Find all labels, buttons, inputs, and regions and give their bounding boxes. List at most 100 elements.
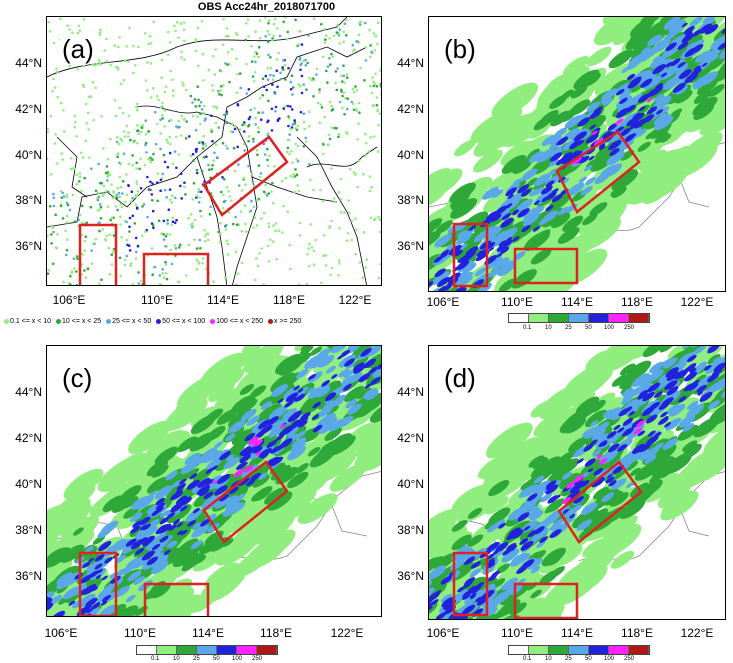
- obs-station-dot: [210, 114, 213, 118]
- precip-cell: [652, 55, 661, 63]
- precip-cell: [573, 190, 616, 223]
- obs-station-dot: [291, 161, 294, 164]
- obs-station-dot: [190, 223, 193, 226]
- precip-cell: [429, 580, 433, 590]
- precip-cell: [589, 439, 598, 446]
- obs-station-dot: [250, 60, 254, 63]
- obs-station-dot: [76, 68, 80, 71]
- precip-cell: [576, 142, 589, 152]
- precip-cell: [470, 561, 481, 569]
- obs-station-dot: [321, 55, 325, 59]
- obs-station-dot: [114, 205, 118, 208]
- precip-cell: [572, 507, 599, 529]
- precip-cell: [639, 70, 658, 85]
- obs-station-dot: [208, 168, 211, 171]
- obs-station-dot: [149, 188, 152, 192]
- obs-station-dot: [122, 130, 126, 133]
- obs-station-dot: [355, 89, 359, 92]
- precip-cell: [547, 530, 573, 550]
- obs-station-dot: [239, 86, 242, 90]
- obs-station-dot: [237, 184, 241, 187]
- precip-cell: [292, 419, 301, 426]
- precip-cell: [586, 101, 601, 112]
- obs-station-dot: [284, 78, 287, 81]
- obs-station-dot: [117, 142, 121, 146]
- precip-cell: [371, 357, 381, 370]
- obs-station-dot: [162, 233, 165, 236]
- obs-station-dot: [262, 142, 265, 145]
- precip-cell: [545, 484, 559, 495]
- precip-cell: [295, 369, 309, 379]
- obs-station-dot: [307, 125, 311, 128]
- precip-cell: [577, 117, 590, 127]
- precip-cell: [486, 553, 495, 560]
- obs-station-dot: [89, 205, 93, 209]
- precip-cell: [429, 254, 442, 269]
- obs-station-dot: [191, 198, 195, 201]
- precip-cell: [275, 466, 299, 485]
- obs-station-dot: [75, 270, 78, 273]
- precip-cell: [665, 417, 682, 431]
- precip-cell: [51, 610, 65, 616]
- obs-station-dot: [302, 112, 306, 115]
- precip-cell: [566, 481, 575, 489]
- obs-station-dot: [380, 92, 381, 96]
- precip-cell: [541, 185, 553, 195]
- precip-cell: [612, 170, 659, 207]
- obs-station-dot: [164, 263, 168, 266]
- panel-label-a: (a): [60, 34, 96, 64]
- obs-station-dot: [341, 80, 344, 83]
- precip-cell: [189, 473, 198, 480]
- obs-station-dot: [135, 167, 138, 170]
- precip-cell: [96, 568, 104, 574]
- precip-cell: [47, 602, 54, 613]
- obs-station-dot: [266, 147, 269, 151]
- obs-station-dot: [143, 230, 147, 233]
- obs-station-dot: [381, 105, 382, 108]
- obs-station-dot: [287, 66, 290, 70]
- precip-cell: [513, 251, 526, 261]
- precip-cell: [225, 495, 238, 505]
- obs-station-dot: [259, 172, 263, 175]
- precip-cell: [612, 465, 625, 474]
- precip-cell: [252, 486, 273, 502]
- obs-station-dot: [356, 138, 359, 141]
- obs-station-dot: [323, 41, 327, 44]
- obs-station-dot: [65, 214, 69, 218]
- obs-station-dot: [113, 44, 117, 47]
- precip-cell: [601, 492, 615, 503]
- obs-station-dot: [294, 18, 297, 22]
- obs-station-dot: [240, 284, 244, 285]
- obs-station-dot: [94, 237, 98, 241]
- obs-station-dot: [275, 69, 279, 72]
- precip-cell: [568, 436, 588, 453]
- precip-cell: [187, 519, 196, 527]
- obs-station-dot: [375, 84, 379, 88]
- precip-cell: [661, 397, 674, 407]
- precip-cell: [611, 186, 627, 199]
- obs-station-dot: [181, 81, 184, 84]
- precip-cell: [637, 141, 651, 152]
- colorbar: [136, 645, 278, 655]
- highlight-box-south: [513, 247, 579, 285]
- obs-station-dot: [82, 18, 86, 21]
- obs-station-dot: [204, 234, 207, 238]
- obs-station-dot: [130, 190, 134, 193]
- obs-station-dot: [81, 204, 84, 208]
- obs-station-dot: [233, 169, 237, 173]
- precip-cell: [282, 408, 297, 420]
- obs-station-dot: [364, 45, 367, 49]
- obs-station-dot: [159, 189, 162, 192]
- obs-station-dot: [161, 267, 164, 271]
- obs-station-dot: [149, 42, 153, 45]
- obs-station-dot: [83, 269, 86, 272]
- obs-station-dot: [171, 220, 175, 223]
- precip-cell: [687, 401, 699, 410]
- precip-cell: [588, 155, 595, 161]
- obs-station-dot: [150, 193, 154, 196]
- obs-station-dot: [99, 217, 103, 220]
- obs-station-dot: [54, 133, 57, 136]
- precip-cell: [141, 550, 155, 561]
- precip-cell: [540, 493, 553, 503]
- obs-station-dot: [235, 57, 238, 60]
